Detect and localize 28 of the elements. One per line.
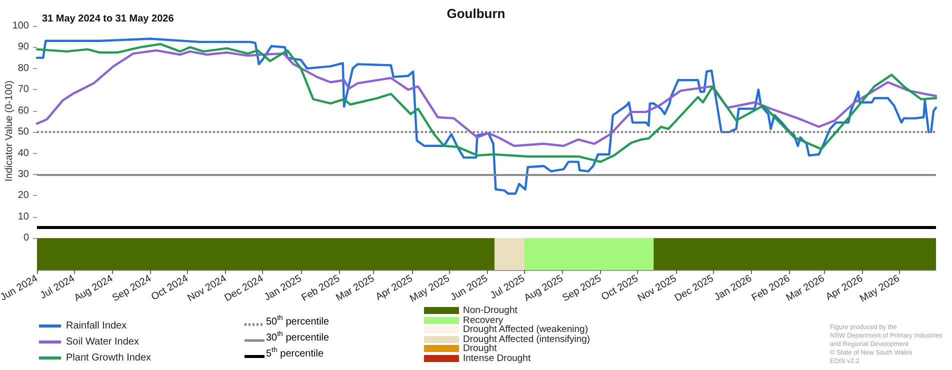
y-axis-title: Indicator Value (0-100) [4, 80, 15, 182]
y-tick-label: 30 [18, 169, 30, 180]
text: Intense Drought [463, 352, 531, 364]
text: Drought [463, 343, 497, 354]
legend-label: Soil Water Index [66, 336, 139, 348]
y-tick-label: 10 [18, 211, 30, 222]
legend-label: Rainfall Index [66, 320, 127, 332]
line-series [36, 42, 938, 163]
line-series [36, 49, 938, 147]
chart-title: Goulburn [446, 6, 506, 21]
x-tick-label: Jun 2024 [0, 273, 40, 304]
y-tick-label: 20 [18, 190, 30, 202]
y-tick-label: 0 [23, 232, 30, 244]
text: Drought Affected (weakening) [463, 324, 588, 335]
y-tick-label: 100 [12, 20, 30, 32]
y-tick-label: 70 [18, 84, 30, 96]
legend-label: Non-Drought [463, 305, 518, 316]
line-series [36, 38, 938, 195]
legend-label: Drought Affected (intensifying) [463, 334, 590, 344]
y-tick-label: 60 [18, 105, 30, 116]
y-tick-label: 40 [18, 148, 30, 159]
legend-label: Recovery [463, 314, 504, 326]
legend-label: Plant Growth Index [66, 352, 152, 364]
chart-subtitle: 31 May 2024 to 31 May 2026 [42, 14, 174, 24]
y-tick-label: 80 [18, 62, 30, 74]
y-tick-label: 90 [18, 42, 30, 53]
x-tick-label: Jun 2025 [448, 273, 490, 304]
y-tick-label: 50 [18, 126, 30, 138]
